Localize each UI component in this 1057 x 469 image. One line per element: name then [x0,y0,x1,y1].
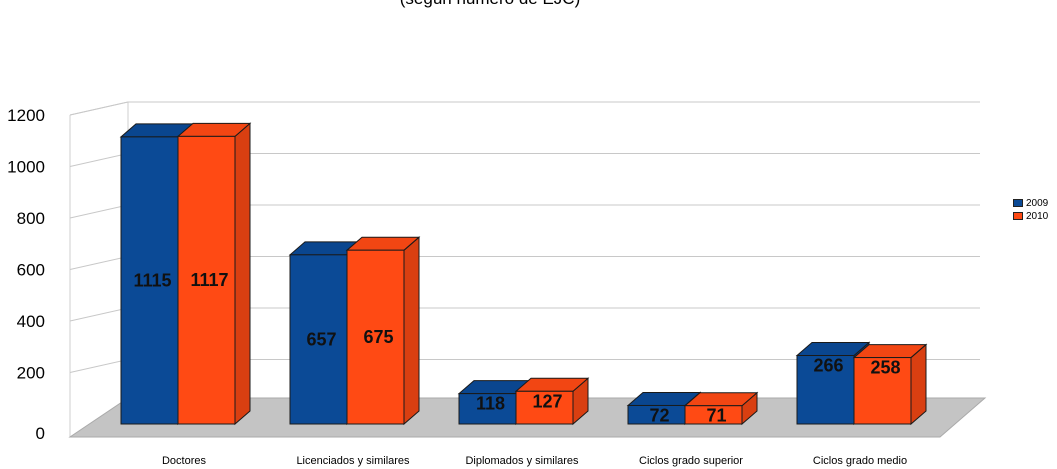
category-label-1: Licenciados y similares [296,455,410,467]
legend-item-2010: 2010 [1013,210,1048,222]
y-tick-label: 1000 [7,158,45,177]
category-label-4: Ciclos grado medio [813,455,907,467]
gridline [69,153,980,167]
value-label-2010-3: 71 [706,406,726,426]
category-label-0: Doctores [162,455,207,467]
value-label-2009-0: 1115 [133,270,171,290]
legend-item-2009: 2009 [1013,197,1048,209]
y-axis-ticks: 0 200 400 600 800 1000 1200 [7,106,45,443]
y-tick-label: 600 [17,261,45,280]
x-axis-categories: Doctores Licenciados y similares Diplomado… [162,455,907,467]
legend-label: 2010 [1026,210,1049,222]
bar-2010-3 [683,391,759,426]
legend-swatch [1013,212,1023,220]
gridline [69,256,980,270]
bar-2009-3 [626,391,702,426]
value-labels: 1115 1117 657 675 118 127 72 71 266 258 [133,270,900,426]
gridline [69,101,980,116]
y-tick-label: 800 [17,209,45,228]
legend-label: 2009 [1026,197,1049,209]
bar-2010-1 [345,236,421,426]
value-label-2009-1: 657 [306,329,336,349]
legend-swatch [1013,199,1023,207]
legend: 2009 2010 [1013,197,1048,223]
bar-2010-2 [514,377,590,426]
bar-2010-4 [852,343,928,426]
category-label-2: Diplomados y similares [465,455,579,467]
value-label-2009-3: 72 [649,405,669,425]
value-label-2010-1: 675 [363,327,393,347]
value-label-2010-4: 258 [870,358,900,378]
y-tick-label: 0 [36,424,45,443]
grid [69,101,980,437]
chart-title: (según número de EJC) [400,0,580,8]
y-tick-label: 200 [17,364,45,383]
category-label-3: Ciclos grado superior [639,455,743,467]
bar-2009-2 [457,379,533,426]
y-tick-label: 400 [17,312,45,331]
value-label-2010-2: 127 [532,391,562,411]
gridline [69,307,980,322]
value-label-2009-2: 118 [476,394,505,414]
value-label-2010-0: 1117 [190,270,228,290]
y-tick-label: 1200 [7,106,45,125]
gridline [69,204,980,219]
value-label-2009-4: 266 [813,356,843,376]
bars [119,122,928,426]
bar-2010-0 [176,122,252,426]
